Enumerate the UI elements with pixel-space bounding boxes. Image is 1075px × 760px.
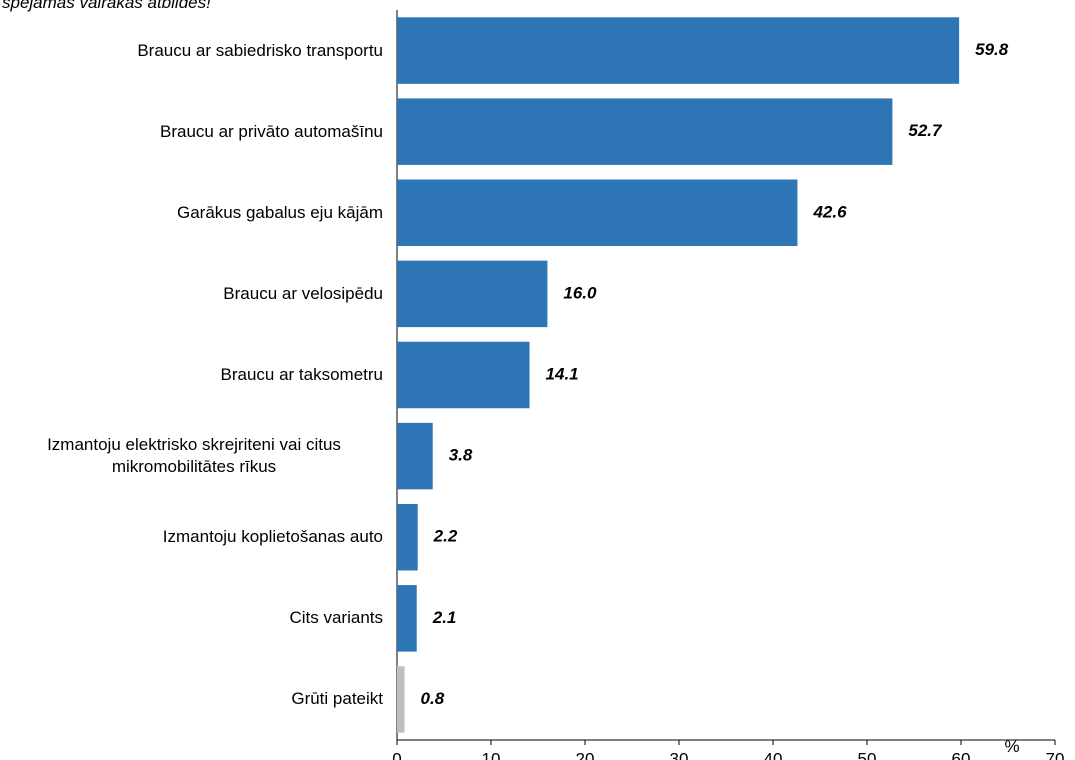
y-tick-label-box: Braucu ar velosipēdu [0, 253, 383, 334]
y-tick-label-box: Braucu ar sabiedrisko transportu [0, 10, 383, 91]
value-label: 0.8 [421, 689, 445, 708]
y-tick-label-box: Izmantoju koplietošanas auto [0, 497, 383, 578]
value-label: 59.8 [975, 40, 1009, 59]
y-tick-label: Grūti pateikt [291, 689, 383, 709]
y-tick-label-box: Izmantoju elektrisko skrejriteni vai cit… [0, 416, 383, 497]
bar [397, 422, 433, 490]
x-tick-label: 30 [670, 749, 689, 760]
value-label: 2.1 [432, 608, 457, 627]
y-tick-label-box: Garākus gabalus eju kājām [0, 172, 383, 253]
y-tick-label: Braucu ar taksometru [220, 364, 383, 384]
value-label: 3.8 [449, 446, 473, 465]
y-tick-label: Garākus gabalus eju kājām [176, 202, 383, 222]
x-tick-label: 50 [858, 749, 877, 760]
bar [397, 260, 548, 328]
y-tick-label: Izmantoju elektrisko skrejriteni vai cit… [47, 435, 341, 477]
x-tick-label: 20 [576, 749, 595, 760]
y-tick-label-box: Grūti pateikt [0, 659, 383, 740]
bar [397, 179, 798, 247]
y-tick-label-box: Braucu ar privāto automašīnu [0, 91, 383, 172]
x-tick-label: 60 [952, 749, 971, 760]
x-axis-label: % [1004, 737, 1019, 756]
y-tick-label: Braucu ar sabiedrisko transportu [137, 40, 383, 60]
y-tick-label: Cits variants [289, 608, 383, 628]
bar [397, 503, 418, 571]
value-label: 16.0 [563, 283, 597, 302]
y-tick-label: Izmantoju koplietošanas auto [162, 527, 383, 547]
y-tick-label: Braucu ar privāto automašīnu [159, 121, 383, 141]
value-label: 2.2 [433, 527, 458, 546]
x-tick-label: 0 [392, 749, 401, 760]
bar [397, 98, 893, 165]
bar [397, 666, 405, 733]
x-tick-label: 40 [764, 749, 783, 760]
chart-title: spējamas vairākas atbildes! [2, 0, 211, 12]
x-tick-label: 10 [482, 749, 501, 760]
bar [397, 17, 960, 84]
y-tick-label: Braucu ar velosipēdu [223, 283, 383, 303]
bar [397, 585, 417, 652]
value-label: 14.1 [546, 364, 579, 383]
y-tick-label-box: Braucu ar taksometru [0, 334, 383, 415]
y-tick-label-box: Cits variants [0, 578, 383, 659]
value-label: 42.6 [812, 202, 847, 221]
value-label: 52.7 [908, 121, 943, 140]
bar [397, 341, 530, 409]
x-tick-label: 70 [1046, 749, 1065, 760]
